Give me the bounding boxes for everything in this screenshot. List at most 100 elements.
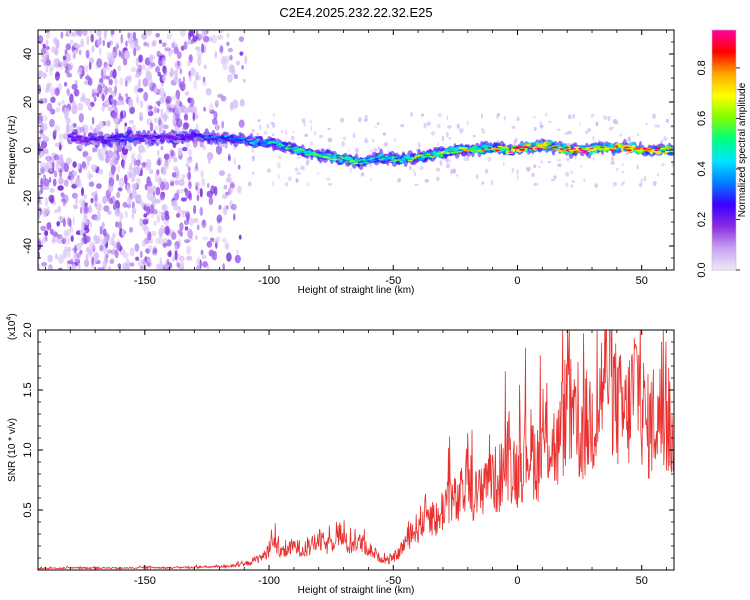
ridge-cell xyxy=(635,148,641,150)
noise-speck xyxy=(207,182,210,189)
noise-speck xyxy=(146,71,152,82)
noise-speck xyxy=(66,126,70,135)
ridge-cell xyxy=(472,145,478,150)
noise-speck xyxy=(294,167,299,171)
x-tick-label: 50 xyxy=(636,575,648,587)
ridge-cell xyxy=(381,157,386,160)
noise-speck xyxy=(65,52,71,62)
x-tick-label: -150 xyxy=(134,275,156,287)
noise-speck xyxy=(226,41,230,47)
noise-speck xyxy=(93,251,99,262)
noise-speck xyxy=(101,222,105,229)
ridge-cell xyxy=(154,136,161,139)
ridge-cell xyxy=(287,144,292,147)
ridge-cell xyxy=(295,151,302,154)
noise-speck xyxy=(54,71,60,81)
noise-speck xyxy=(72,170,77,177)
noise-speck xyxy=(222,263,225,270)
noise-speck xyxy=(77,162,81,170)
colorbar-tick-label: 0.6 xyxy=(696,111,708,126)
noise-speck xyxy=(75,252,81,258)
ridge-cell xyxy=(239,137,246,140)
ridge-cell xyxy=(397,154,401,160)
noise-speck xyxy=(42,137,50,143)
ridge-cell xyxy=(311,151,317,154)
noise-speck xyxy=(57,102,61,107)
noise-speck xyxy=(148,78,153,88)
noise-speck xyxy=(665,118,670,123)
noise-speck xyxy=(209,109,215,114)
noise-speck xyxy=(112,46,117,52)
ridge-cell xyxy=(98,138,105,141)
noise-speck xyxy=(184,91,190,96)
noise-speck xyxy=(117,65,122,72)
noise-speck xyxy=(533,116,536,119)
noise-speck xyxy=(233,74,238,80)
noise-speck xyxy=(54,48,59,56)
colorbar: 0.0 0.2 0.4 0.6 0.8 Normalized spectral ampl… xyxy=(696,29,748,278)
noise-speck xyxy=(67,62,74,70)
bottom-y-axis: 0.5 1.0 1.5 2.0 xyxy=(22,322,674,559)
noise-speck xyxy=(158,39,162,44)
noise-speck xyxy=(135,57,139,67)
ridge-cell xyxy=(518,148,526,151)
ridge-cell xyxy=(152,135,158,137)
noise-speck xyxy=(303,121,306,127)
noise-speck xyxy=(208,37,214,42)
noise-speck xyxy=(174,250,178,261)
ridge-cell xyxy=(557,146,563,148)
noise-speck xyxy=(92,147,95,153)
noise-speck xyxy=(116,241,121,250)
noise-speck xyxy=(82,215,89,223)
noise-speck xyxy=(116,143,123,153)
noise-speck xyxy=(257,119,261,122)
noise-speck xyxy=(354,147,360,153)
noise-speck xyxy=(85,75,91,81)
noise-speck xyxy=(141,32,147,40)
noise-speck xyxy=(187,60,191,67)
noise-speck xyxy=(66,88,70,96)
noise-speck xyxy=(207,155,211,164)
noise-speck xyxy=(97,202,103,212)
ridge-cell xyxy=(389,160,396,162)
ridge-cell xyxy=(507,151,514,153)
ridge-cell xyxy=(365,162,371,164)
noise-speck xyxy=(157,51,161,56)
noise-speck xyxy=(184,226,189,231)
noise-speck xyxy=(176,118,183,128)
noise-speck xyxy=(202,219,205,226)
noise-speck xyxy=(72,161,77,168)
noise-speck xyxy=(201,254,207,260)
noise-speck xyxy=(38,35,44,45)
noise-speck xyxy=(112,152,118,160)
noise-speck xyxy=(78,262,81,270)
noise-speck xyxy=(296,171,301,175)
noise-speck xyxy=(201,43,205,54)
noise-speck xyxy=(201,178,206,187)
noise-speck xyxy=(481,113,483,119)
noise-speck xyxy=(169,262,173,269)
noise-speck xyxy=(205,88,212,96)
noise-speck xyxy=(224,55,230,65)
noise-speck xyxy=(141,238,147,248)
noise-speck xyxy=(105,253,109,258)
noise-speck xyxy=(182,76,186,83)
noise-speck xyxy=(63,179,69,187)
noise-speck xyxy=(235,60,241,66)
noise-speck xyxy=(363,119,368,122)
ridge-cell xyxy=(290,147,298,150)
noise-speck xyxy=(149,122,154,132)
ridge-cell xyxy=(446,152,451,155)
noise-speck xyxy=(590,113,595,118)
noise-speck xyxy=(295,178,299,183)
noise-speck xyxy=(227,153,231,160)
noise-speck xyxy=(104,64,110,72)
noise-speck xyxy=(109,237,115,247)
noise-speck xyxy=(99,244,104,252)
noise-speck xyxy=(592,136,595,141)
noise-speck xyxy=(59,60,64,70)
colorbar-label: Normalized spectral amplitude xyxy=(737,82,748,217)
noise-speck xyxy=(79,206,83,214)
ridge-cell xyxy=(280,144,286,147)
noise-speck xyxy=(251,128,255,133)
